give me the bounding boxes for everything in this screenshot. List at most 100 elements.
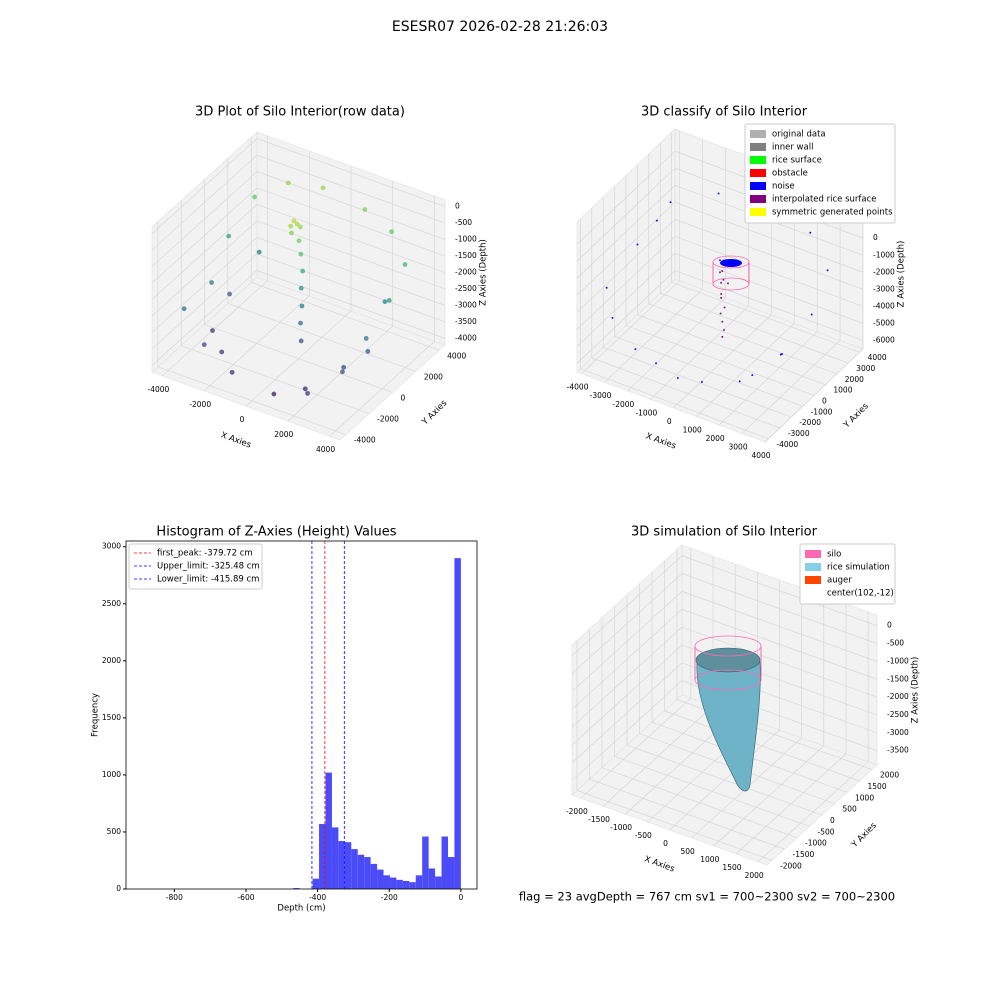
point (298, 251, 304, 257)
y-tick-label: -1000 (811, 407, 833, 416)
grid-line (227, 303, 416, 372)
legend-label: rice simulation (827, 563, 890, 573)
point (227, 291, 232, 297)
grid-line (256, 204, 446, 273)
legend-swatch (750, 156, 766, 164)
point (201, 342, 207, 348)
y-tick-label: 2500 (102, 599, 121, 608)
chart-title: 3D Plot of Silo Interior(row data) (195, 105, 405, 120)
grid-line (576, 150, 676, 245)
bar (447, 857, 455, 889)
point (320, 185, 326, 191)
grid-line (151, 154, 258, 251)
x-tick-label: 1000 (700, 855, 719, 864)
grid-line (151, 187, 258, 284)
x-tick-label: -2000 (566, 807, 588, 816)
grid-line (571, 662, 683, 764)
silo-cylinder (712, 255, 750, 291)
grid-line (151, 204, 258, 300)
x-tick-label: 0 (240, 415, 245, 424)
x-tick-label: -500 (635, 831, 652, 840)
grid-line (157, 366, 346, 436)
point (386, 298, 392, 303)
x-tick-label: 0 (458, 893, 463, 902)
point (219, 349, 225, 355)
grid-line (681, 573, 878, 644)
point (719, 312, 722, 315)
point (809, 231, 812, 234)
legend-label: Upper_limit: -325.48 cm (157, 562, 260, 572)
point (226, 233, 232, 239)
z-tick-label: -3000 (887, 728, 909, 737)
y-tick-label: 4000 (447, 351, 466, 360)
z-tick-label: 0 (887, 621, 892, 630)
point (717, 192, 720, 195)
grid-line (664, 710, 860, 782)
point (210, 328, 215, 333)
charts: -4000-2000020004000-4000-20000200040000-… (91, 105, 921, 914)
x-tick-label: 0 (663, 839, 668, 848)
grid-line (674, 270, 864, 341)
point (209, 280, 215, 285)
x-axis-label: X Axies (643, 854, 676, 874)
bar (428, 868, 436, 889)
panel-3d: -4000-3000-2000-100001000200030004000-40… (567, 105, 907, 461)
grid-line (576, 219, 676, 313)
legend-label: auger (827, 576, 852, 586)
point (723, 328, 726, 331)
point (636, 243, 639, 246)
point (271, 391, 277, 397)
x-axis-label: X Axies (644, 431, 677, 451)
point (727, 282, 730, 285)
grid-line (681, 626, 878, 698)
grid-line (580, 368, 769, 440)
point (634, 348, 637, 351)
y-tick-label: 2000 (424, 372, 443, 381)
y-tick-label: 1500 (868, 782, 887, 791)
legend-swatch (750, 169, 766, 177)
legend-swatch (750, 208, 766, 216)
legend-label: silo (827, 550, 841, 560)
grid-line (601, 767, 798, 839)
legend-label: noise (772, 182, 795, 192)
x-tick-label: -800 (166, 893, 183, 902)
z-tick-label: -2000 (887, 692, 909, 701)
chart-title: 3D simulation of Silo Interior (631, 525, 818, 540)
point (305, 390, 310, 396)
x-axis-label: Depth (cm) (277, 904, 325, 914)
legend-label: center(102,-12) (827, 589, 894, 599)
grid-line (571, 644, 683, 746)
point (721, 320, 724, 323)
z-tick-label: -3000 (455, 300, 477, 309)
bar (454, 558, 461, 889)
grid-line (256, 253, 446, 323)
y-axis-label: Y Axies (841, 401, 871, 431)
bar (351, 849, 358, 889)
grid-line (681, 609, 878, 680)
bar (435, 876, 442, 889)
x-tick-label: 1000 (683, 425, 702, 434)
x-axis-label: X Axies (219, 430, 252, 450)
grid-line (151, 237, 258, 333)
x-tick-label: -1000 (635, 408, 657, 417)
y-axis-label: Y Axies (849, 821, 879, 851)
grid-line (576, 167, 676, 262)
panel-histogram: -800 -600 -400 -200 0 0 500 1000 1500 2000 2500 300… (91, 525, 478, 914)
z-tick-label: -2000 (873, 267, 895, 276)
legend-box (744, 123, 896, 224)
bar (319, 823, 326, 889)
point (341, 364, 347, 370)
y-tick-label: 500 (107, 827, 122, 836)
bar (370, 863, 378, 889)
legend-swatch (805, 563, 821, 571)
point (256, 249, 262, 255)
point (810, 313, 813, 316)
point (722, 278, 725, 281)
noise-cap (720, 259, 742, 267)
point (299, 303, 305, 309)
grid-line (648, 303, 837, 375)
bar (357, 854, 365, 889)
z-tick-label: -2500 (887, 710, 909, 719)
simulation-surface (694, 635, 762, 792)
x-tick-label: 2000 (745, 871, 764, 880)
